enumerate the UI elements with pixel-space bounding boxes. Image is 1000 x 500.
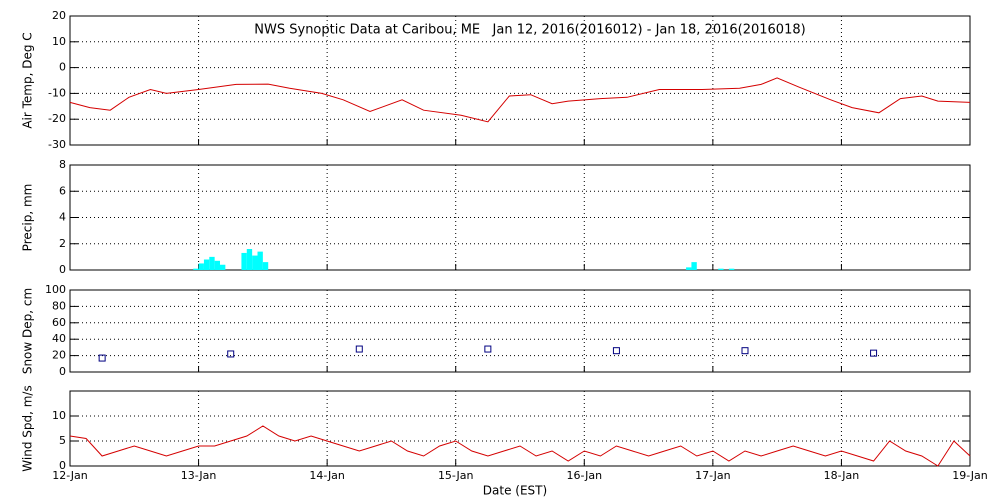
bar — [198, 263, 204, 270]
y-tick-label: 0 — [59, 459, 66, 472]
bar — [257, 251, 263, 270]
x-tick-label: 16-Jan — [567, 469, 603, 482]
point — [227, 350, 235, 358]
bar — [214, 260, 220, 270]
bar — [193, 268, 199, 270]
y-tick-label: 20 — [52, 9, 66, 22]
y-tick-label: 10 — [52, 35, 66, 48]
bar — [252, 255, 258, 270]
panel-frame — [69, 15, 971, 146]
x-tick-label: 12-Jan — [52, 469, 88, 482]
y-axis-label: Air Temp, Deg C — [21, 32, 35, 128]
x-tick-label: 13-Jan — [181, 469, 217, 482]
point — [355, 345, 363, 353]
y-tick-label: -30 — [48, 138, 66, 151]
y-tick-label: 40 — [52, 332, 66, 345]
y-tick-label: 5 — [59, 434, 66, 447]
bar — [209, 256, 215, 270]
y-tick-label: 6 — [59, 184, 66, 197]
bar — [246, 249, 253, 270]
point — [870, 349, 878, 357]
bar — [718, 268, 724, 270]
y-tick-label: 60 — [52, 316, 66, 329]
bar — [686, 267, 692, 270]
point — [612, 347, 620, 355]
y-tick-label: 20 — [52, 349, 66, 362]
y-axis-label: Snow Dep, cm — [21, 288, 35, 374]
y-axis-label: Wind Spd, m/s — [21, 385, 35, 471]
x-tick-label: 18-Jan — [824, 469, 860, 482]
point — [741, 347, 749, 355]
point — [484, 345, 492, 353]
data-line — [69, 425, 971, 467]
y-axis-label: Precip, mm — [21, 184, 35, 252]
data-line — [69, 77, 971, 123]
x-tick-label: 14-Jan — [309, 469, 345, 482]
panel-frame — [69, 390, 971, 467]
y-tick-label: 2 — [59, 237, 66, 250]
x-axis-label: Date (EST) — [483, 484, 547, 498]
point — [98, 354, 106, 362]
x-tick-label: 19-Jan — [952, 469, 988, 482]
y-tick-label: 4 — [59, 211, 66, 224]
y-tick-label: 10 — [52, 409, 66, 422]
bar — [691, 262, 697, 270]
panel-frame — [69, 289, 971, 373]
chart-title: NWS Synoptic Data at Caribou, ME Jan 12,… — [254, 23, 805, 38]
bar — [241, 252, 247, 270]
bar — [262, 262, 269, 270]
y-tick-label: 8 — [59, 158, 66, 171]
y-tick-label: -10 — [48, 86, 66, 99]
y-tick-label: -20 — [48, 112, 66, 125]
bar — [203, 259, 210, 270]
x-tick-label: 17-Jan — [695, 469, 731, 482]
y-tick-label: 80 — [52, 299, 66, 312]
y-tick-label: 0 — [59, 365, 66, 378]
x-tick-label: 15-Jan — [438, 469, 474, 482]
y-tick-label: 0 — [59, 61, 66, 74]
y-tick-label: 100 — [45, 283, 66, 296]
bar — [728, 268, 735, 270]
y-tick-label: 0 — [59, 263, 66, 276]
bar — [220, 264, 226, 270]
